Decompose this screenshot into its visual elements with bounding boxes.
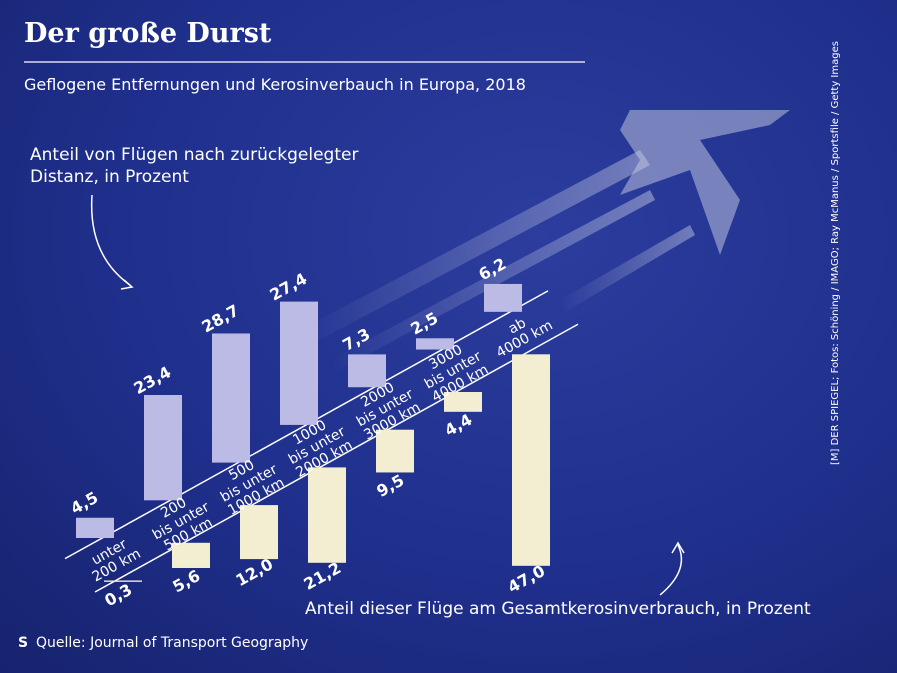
bar xyxy=(76,517,114,538)
chart-title: Der große Durst xyxy=(24,18,272,49)
legend-arrow xyxy=(659,544,683,596)
value-label: 0,3 xyxy=(101,580,135,610)
bar xyxy=(240,505,278,560)
value-label: 23,4 xyxy=(130,362,174,398)
bar xyxy=(280,301,318,425)
legend-entry: Anteil dieser Flüge am Gesamtkerosinverb… xyxy=(305,599,811,619)
bar xyxy=(212,333,250,463)
bar xyxy=(376,429,414,473)
contrails xyxy=(300,110,790,372)
bar xyxy=(416,338,454,350)
bar xyxy=(444,392,482,412)
value-label: 12,0 xyxy=(232,554,276,590)
value-label: 47,0 xyxy=(504,561,548,597)
logo: S xyxy=(18,635,28,651)
legend-arrow xyxy=(90,194,131,286)
legend-entry: Anteil von Flügen nach zurückgelegter Di… xyxy=(30,145,359,187)
arrowhead xyxy=(120,279,134,290)
arrowhead xyxy=(671,541,685,554)
bar xyxy=(348,354,386,388)
chart-subtitle: Geflogene Entfernungen und Kerosinverbau… xyxy=(24,75,526,94)
bar xyxy=(484,283,522,312)
bar xyxy=(308,467,346,563)
bar xyxy=(512,354,550,566)
value-label: 21,2 xyxy=(300,558,344,594)
value-label: 9,5 xyxy=(373,470,407,500)
bar xyxy=(104,580,142,582)
source: Quelle: Journal of Transport Geography xyxy=(36,635,308,651)
value-label: 4,4 xyxy=(441,410,475,440)
bar xyxy=(172,542,210,568)
value-label: 28,7 xyxy=(198,301,242,337)
value-label: 27,4 xyxy=(266,269,310,305)
value-label: 4,5 xyxy=(67,488,101,518)
bar xyxy=(144,395,182,501)
value-label: 5,6 xyxy=(169,566,203,596)
category-line: ab xyxy=(506,315,529,338)
credit: [M] DER SPIEGEL; Fotos: Schöning / IMAGO… xyxy=(830,41,841,465)
